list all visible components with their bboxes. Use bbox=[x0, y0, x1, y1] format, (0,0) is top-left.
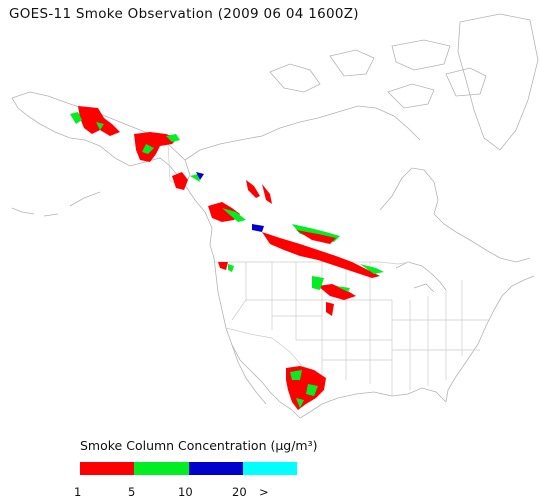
gulf-coast bbox=[299, 387, 447, 419]
smoke-bc-green bbox=[222, 208, 246, 222]
smoke-yukon bbox=[172, 172, 188, 190]
smoke-map bbox=[11, 13, 539, 419]
smoke-saskatchewan bbox=[296, 230, 336, 244]
coastlines bbox=[11, 13, 539, 419]
smoke-alaska-interior bbox=[134, 132, 178, 162]
smoke-alberta bbox=[262, 232, 380, 278]
legend-tick-1: 1 bbox=[74, 485, 82, 499]
legend-tick-5: 5 bbox=[128, 485, 136, 499]
legend-title: Smoke Column Concentration (µg/m³) bbox=[80, 438, 318, 453]
legend-color-bar bbox=[80, 462, 297, 475]
legend-swatch-1 bbox=[80, 462, 135, 475]
smoke-montana-green bbox=[312, 276, 350, 292]
smoke-streak-north bbox=[246, 180, 272, 204]
atlantic-coast bbox=[445, 275, 535, 403]
legend-swatch-20 bbox=[242, 462, 297, 475]
smoke-bc bbox=[208, 202, 240, 222]
us-canada-border bbox=[215, 261, 411, 265]
smoke-mexico-green bbox=[290, 370, 318, 408]
page-title: GOES-11 Smoke Observation (2009 06 04 16… bbox=[9, 6, 359, 22]
greenland bbox=[457, 13, 539, 151]
political-borders bbox=[167, 143, 490, 396]
aleutian-islands bbox=[11, 191, 101, 217]
great-lakes bbox=[395, 261, 447, 293]
hudson-bay bbox=[379, 167, 531, 263]
legend-swatch-10 bbox=[188, 462, 243, 475]
pacific-coast bbox=[184, 184, 301, 419]
smoke-yukon-green bbox=[190, 174, 200, 182]
us-mexico-border bbox=[225, 327, 313, 371]
arctic-coast bbox=[184, 105, 421, 161]
arctic-islands bbox=[269, 39, 487, 109]
smoke-alaska-west bbox=[78, 106, 120, 136]
legend-swatch-5 bbox=[134, 462, 189, 475]
state-lines-west bbox=[231, 262, 322, 340]
smoke-alaska-west-green bbox=[70, 112, 104, 130]
smoke-pixels bbox=[70, 106, 384, 410]
smoke-montana bbox=[318, 284, 356, 316]
smoke-alaska-interior-green bbox=[142, 134, 180, 154]
smoke-bc-blue bbox=[252, 224, 264, 232]
legend-ticks: 1 5 10 20 > bbox=[0, 485, 540, 501]
state-lines-east bbox=[391, 280, 490, 396]
legend-tick-20: 20 bbox=[232, 485, 247, 499]
legend-tick-overflow: > bbox=[259, 485, 269, 499]
smoke-yukon-blue bbox=[196, 172, 204, 180]
smoke-washington bbox=[218, 262, 228, 270]
legend-tick-10: 10 bbox=[178, 485, 193, 499]
baja-california bbox=[231, 344, 267, 405]
smoke-washington-green bbox=[228, 264, 234, 272]
